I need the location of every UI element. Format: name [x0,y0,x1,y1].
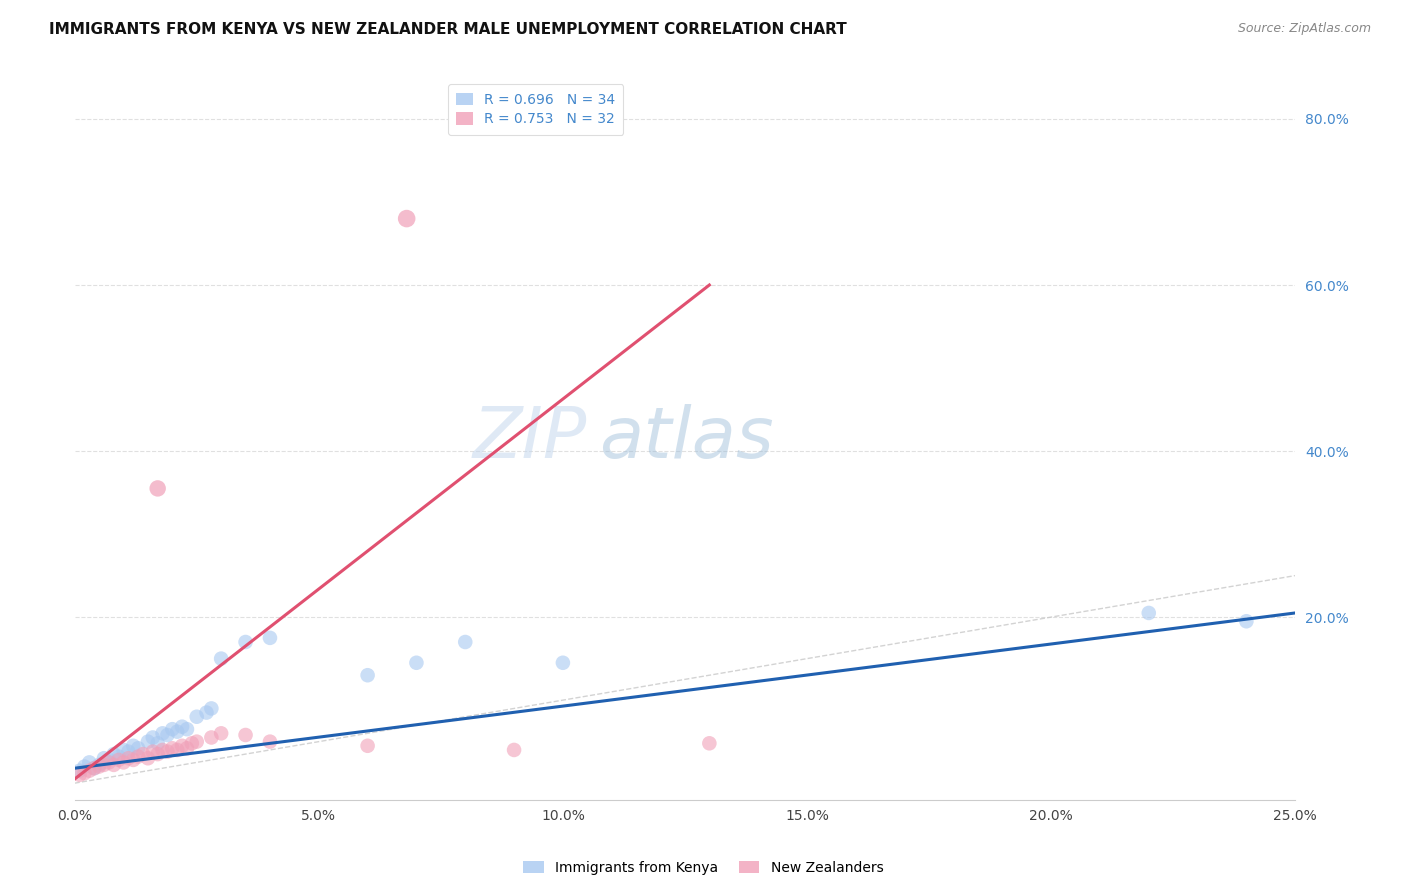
Point [186,734,208,748]
Point [132,747,155,761]
Point [79,756,101,770]
Point [235,635,257,649]
Point [356,668,378,682]
Point [146,482,169,496]
Point [73,766,96,780]
Point [454,635,477,649]
Text: atlas: atlas [599,404,775,473]
Point [166,724,188,739]
Point [69,764,91,778]
Point [97,753,120,767]
Point [200,731,222,745]
Point [1234,614,1257,628]
Point [699,736,721,750]
Point [176,722,198,736]
Point [172,739,194,753]
Point [127,741,149,756]
Text: Source: ZipAtlas.com: Source: ZipAtlas.com [1237,22,1371,36]
Point [103,757,125,772]
Point [186,710,208,724]
Point [395,211,418,226]
Point [127,749,149,764]
Point [166,743,188,757]
Point [107,749,129,764]
Point [259,631,281,645]
Point [122,753,145,767]
Point [176,741,198,756]
Point [209,726,232,740]
Point [79,764,101,778]
Point [152,743,174,757]
Point [146,736,169,750]
Point [235,728,257,742]
Point [112,743,135,757]
Point [259,734,281,748]
Point [180,736,202,750]
Point [195,706,218,720]
Point [209,651,232,665]
Point [162,741,184,756]
Text: ZIP: ZIP [472,404,588,473]
Point [136,734,159,748]
Point [73,759,96,773]
Point [200,701,222,715]
Point [152,726,174,740]
Point [156,745,179,759]
Legend: R = 0.696   N = 34, R = 0.753   N = 32: R = 0.696 N = 34, R = 0.753 N = 32 [447,85,623,135]
Point [162,722,184,736]
Point [93,757,115,772]
Point [103,747,125,761]
Point [122,739,145,753]
Point [69,768,91,782]
Point [551,656,574,670]
Point [83,761,105,775]
Point [112,756,135,770]
Point [405,656,427,670]
Point [156,728,179,742]
Point [142,745,165,759]
Point [83,761,105,775]
Point [136,751,159,765]
Point [97,756,120,770]
Point [356,739,378,753]
Point [503,743,526,757]
Point [172,720,194,734]
Point [107,753,129,767]
Text: IMMIGRANTS FROM KENYA VS NEW ZEALANDER MALE UNEMPLOYMENT CORRELATION CHART: IMMIGRANTS FROM KENYA VS NEW ZEALANDER M… [49,22,846,37]
Point [1137,606,1160,620]
Point [117,745,139,759]
Point [87,759,110,773]
Point [142,731,165,745]
Point [117,751,139,765]
Point [87,757,110,772]
Point [93,751,115,765]
Legend: Immigrants from Kenya, New Zealanders: Immigrants from Kenya, New Zealanders [517,855,889,880]
Point [146,747,169,761]
